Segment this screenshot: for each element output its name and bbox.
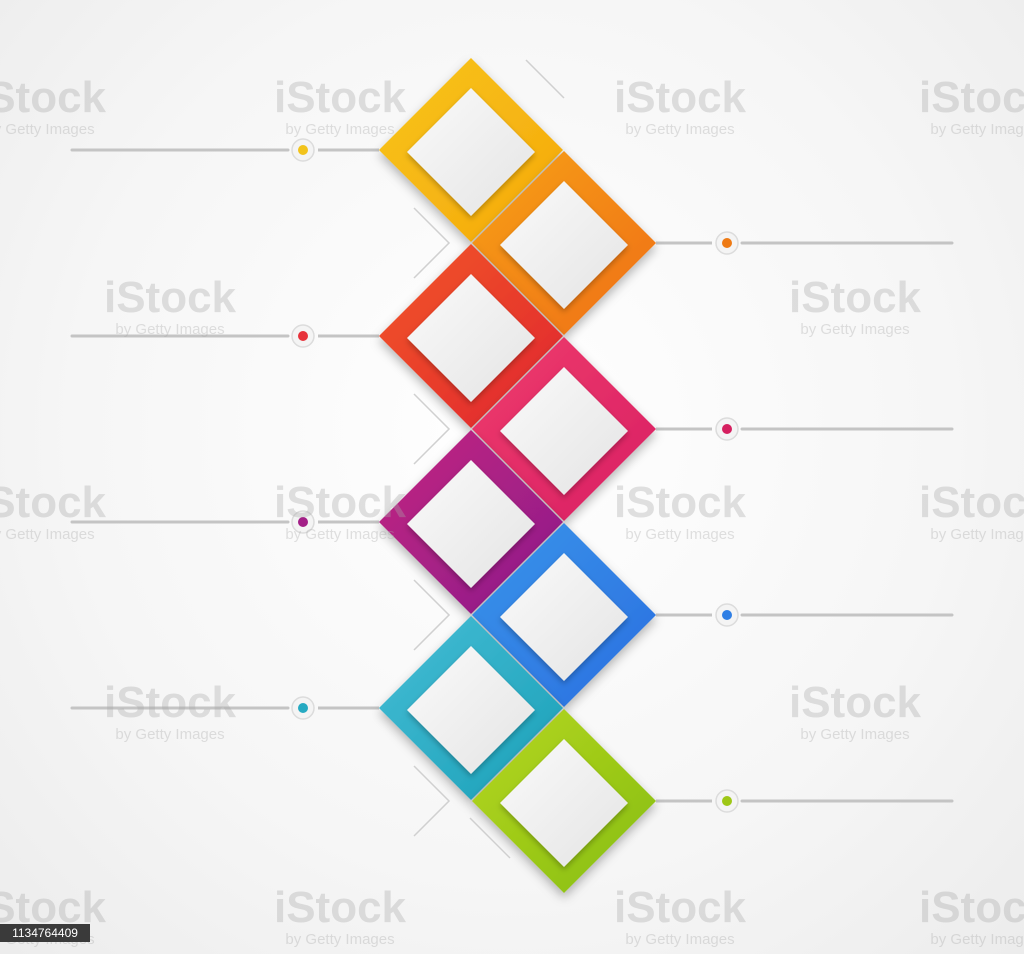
step-connector <box>656 231 954 255</box>
step-dot <box>298 703 308 713</box>
diamond-step-2 <box>472 151 656 335</box>
watermark-byline: by Getty Images <box>285 931 394 948</box>
diamond-card <box>500 181 628 309</box>
step-connector <box>656 603 954 627</box>
diamond-step-4 <box>472 337 656 521</box>
diamond-step-3 <box>379 244 563 428</box>
step-dot <box>298 145 308 155</box>
watermark-byline: by Getty Images <box>285 121 394 138</box>
watermark-brand: iStock <box>614 478 747 527</box>
deco-chevron <box>413 579 451 651</box>
step-connector <box>70 510 379 534</box>
stock-image-id: 1134764409 <box>0 924 90 942</box>
step-dot <box>722 610 732 620</box>
watermark-byline: by Getty Images <box>0 121 95 138</box>
watermark-byline: by Getty Images <box>0 526 95 543</box>
diamond-card <box>407 646 535 774</box>
diamond-card <box>500 367 628 495</box>
watermark-byline: by Getty Images <box>800 321 909 338</box>
diamond-step-6 <box>472 523 656 707</box>
connector-lines <box>70 138 954 813</box>
watermark-brand: iStock <box>104 273 237 322</box>
watermark-brand: iStock <box>919 73 1024 122</box>
watermark-byline: by Getty Images <box>115 726 224 743</box>
watermark-brand: iStock <box>274 883 407 932</box>
deco-chevron <box>525 59 565 99</box>
deco-chevron <box>413 393 451 465</box>
watermark-brand: iStock <box>0 478 107 527</box>
deco-chevron <box>413 765 451 837</box>
watermark-byline: by Getty Images <box>625 931 734 948</box>
watermark-byline: by Getty Images <box>800 726 909 743</box>
watermark-byline: by Getty Images <box>625 526 734 543</box>
watermark-brand: iStock <box>274 478 407 527</box>
diamond-step-5 <box>379 430 563 614</box>
deco-diagonal <box>469 817 511 859</box>
watermark-byline: by Getty Images <box>930 526 1024 543</box>
step-dot <box>722 796 732 806</box>
watermark-brand: iStock <box>104 678 237 727</box>
step-connector <box>656 417 954 441</box>
watermark-brand: iStock <box>919 478 1024 527</box>
step-dot <box>722 238 732 248</box>
step-dot <box>722 424 732 434</box>
step-connector <box>70 696 379 720</box>
step-connector <box>70 324 379 348</box>
diamond-step-1 <box>379 58 563 242</box>
step-connector <box>70 138 379 162</box>
diamond-card <box>500 553 628 681</box>
diamond-card <box>407 88 535 216</box>
step-dot <box>298 331 308 341</box>
watermark-byline: by Getty Images <box>930 121 1024 138</box>
deco-chevron <box>413 207 451 279</box>
step-dot <box>298 517 308 527</box>
watermark-brand: iStock <box>919 883 1024 932</box>
diamond-step-7 <box>379 616 563 800</box>
watermark-brand: iStock <box>789 678 922 727</box>
diamond-step-8 <box>472 709 656 893</box>
watermark-brand: iStock <box>274 73 407 122</box>
watermark-byline: by Getty Images <box>285 526 394 543</box>
watermark-byline: by Getty Images <box>115 321 224 338</box>
watermark-brand: iStock <box>614 883 747 932</box>
diamond-steps <box>379 58 656 893</box>
watermark-brand: iStock <box>614 73 747 122</box>
watermark-brand: iStock <box>0 883 107 932</box>
watermark-byline: by Getty Images <box>625 121 734 138</box>
watermark-brand: iStock <box>789 273 922 322</box>
diamond-card <box>407 460 535 588</box>
watermark-byline: by Getty Images <box>930 931 1024 948</box>
watermark-brand: iStock <box>0 73 107 122</box>
step-connector <box>656 789 954 813</box>
diamond-card <box>500 739 628 867</box>
diamond-card <box>407 274 535 402</box>
